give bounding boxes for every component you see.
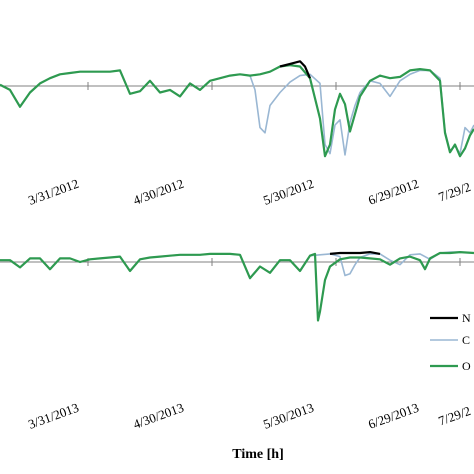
series-group-2013 [0,251,474,322]
legend-label-c: C [462,333,470,347]
tick-label-2012-0: 3/31/2012 [26,176,81,208]
tick-label-2013-4: 7/29/2 [436,403,472,428]
legend-label-o: O [462,359,471,373]
legend-label-n: N [462,311,471,325]
panel-2013: 3/31/2013 4/30/2013 5/30/2013 6/29/2013 7/29… [0,251,474,432]
tick-label-2013-3: 6/29/2013 [366,400,421,432]
panel-2012: 3/31/2012 4/30/2012 5/30/2012 6/29/2012 7/29… [0,60,474,208]
series-line-o-2012 [0,64,474,158]
series-line-c-2013 [0,251,474,280]
tick-label-2012-4: 7/29/2 [436,179,472,204]
series-line-o-2013 [0,251,474,322]
tick-label-2013-2: 5/30/2013 [261,400,316,432]
x-axis-title: Time [h] [232,447,283,462]
tick-label-2012-1: 4/30/2012 [131,176,186,208]
tick-marks-2012 [87,82,461,90]
series-line-c-2012 [0,69,474,156]
tick-marks-2013 [87,258,461,266]
tick-labels-2013: 3/31/2013 4/30/2013 5/30/2013 6/29/2013 7/29… [26,400,473,432]
tick-label-2013-1: 4/30/2013 [131,400,186,432]
tick-label-2013-0: 3/31/2013 [26,400,81,432]
tick-label-2012-3: 6/29/2012 [366,176,421,208]
series-group-2012 [0,60,474,158]
series-line-n-2013 [329,251,381,255]
tick-label-2012-2: 5/30/2012 [261,176,316,208]
tick-labels-2012: 3/31/2012 4/30/2012 5/30/2012 6/29/2012 7/29… [26,176,473,208]
series-line-n-2012 [279,60,312,79]
legend: NCO [430,311,471,373]
